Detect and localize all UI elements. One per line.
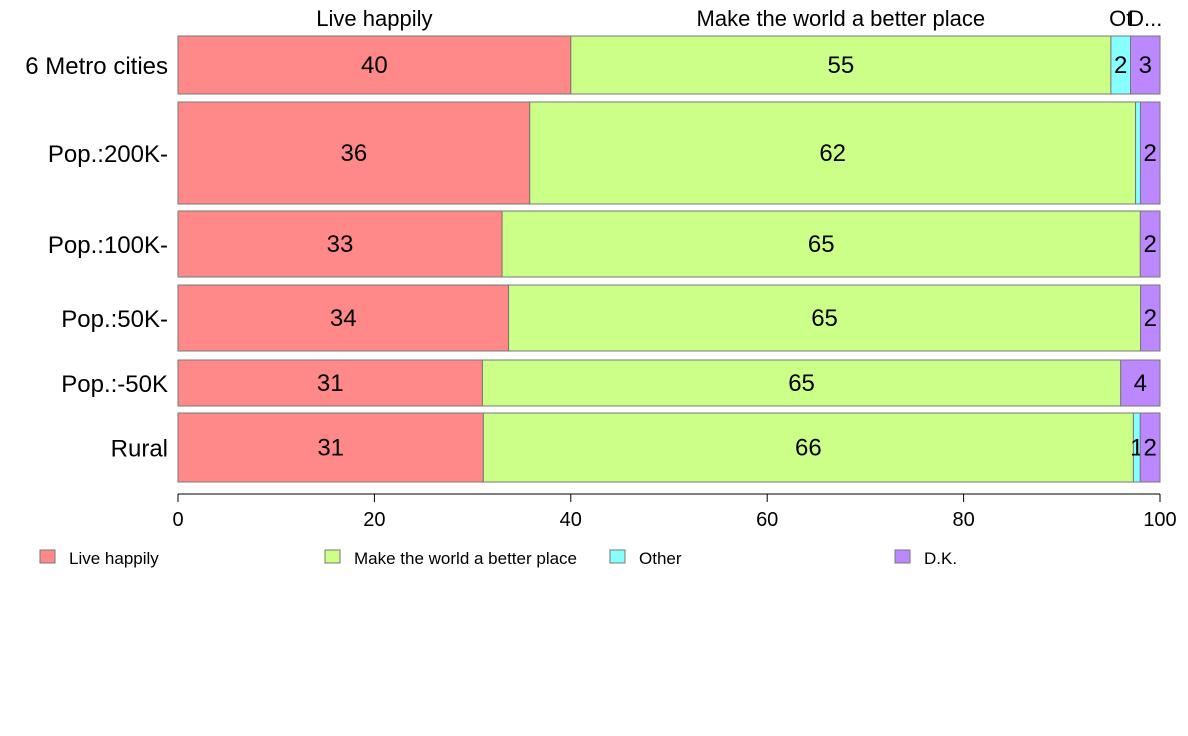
bar-segment [1120,359,1161,407]
data-label: 2 [1144,140,1157,167]
data-label: 66 [795,435,822,462]
category-label: Pop.:50K- [61,306,168,333]
legend-label: Other [639,549,682,568]
x-tick-label: 40 [560,509,582,531]
data-label: 33 [327,231,354,258]
legend-label: Live happily [69,549,159,568]
column-label: Make the world a better place [697,6,986,31]
x-tick-label: 20 [363,509,385,531]
bars-group: 40 55 2 336 62 233 65 234 65 231 65 431 66 1 2 [177,35,1161,483]
bar-segment [481,359,1122,407]
legend: Live happily Make the world a better plac… [39,549,957,568]
bar-segment [1139,210,1161,278]
data-label: 40 [361,52,388,79]
bar-segment [1139,101,1161,205]
bar-segment [177,412,484,483]
bar-segment [570,35,1112,95]
bar-segment [1140,284,1161,352]
bar-segment [1135,101,1141,205]
x-tick-label: 80 [952,509,974,531]
bar-segment [177,101,531,205]
legend-swatch [894,549,911,564]
x-tick-label: 0 [172,509,183,531]
bar-segment [177,284,510,352]
category-label: 6 Metro cities [25,53,168,80]
data-label: 4 [1134,370,1147,397]
bar-segment [508,284,1142,352]
category-labels-group: 6 Metro cities Pop.:200K- Pop.:100K- Pop.:5… [25,53,168,463]
bar-segment [529,101,1137,205]
legend-swatch [609,549,626,564]
data-label: 2 [1114,52,1127,79]
data-label: 31 [317,435,344,462]
x-axis: 0 20 40 60 80 100 [172,493,1177,531]
x-tick-label: 60 [756,509,778,531]
category-label: Pop.:100K- [48,232,168,259]
column-label: Ot [1109,6,1132,31]
category-label: Pop.:200K- [48,141,168,168]
legend-label: Make the world a better place [354,549,577,568]
x-tick-label: 100 [1143,509,1176,531]
column-label: Live happily [316,6,432,31]
bar-segment [482,412,1134,483]
data-label: 3 [1139,52,1152,79]
data-label: 65 [788,370,815,397]
bar-segment [177,35,572,95]
bar-segment [177,359,483,407]
legend-swatch [39,549,56,564]
data-label: 34 [330,305,357,332]
legend-label: D.K. [924,549,957,568]
data-label: 65 [808,231,835,258]
legend-swatch [324,549,341,564]
data-label: 55 [827,52,854,79]
bar-segment [177,210,503,278]
category-label: Rural [111,436,168,463]
category-label: Pop.:-50K [61,371,168,398]
bar-segment [501,210,1141,278]
data-label: 36 [341,140,368,167]
data-label: 2 [1143,435,1156,462]
data-label: 65 [811,305,838,332]
column-labels-group: Live happily Make the world a better plac… [316,6,1162,31]
bar-segment [1139,412,1161,483]
data-label: 2 [1144,231,1157,258]
data-label: 31 [317,370,344,397]
bar-segment [1130,35,1161,95]
column-label: D... [1128,6,1162,31]
data-label: 2 [1144,305,1157,332]
data-label: 62 [819,140,846,167]
